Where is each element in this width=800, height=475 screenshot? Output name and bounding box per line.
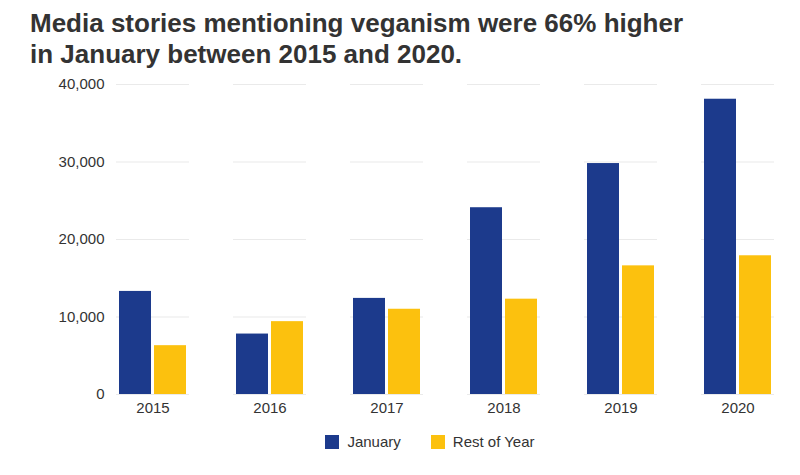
html-text:January: January — [347, 433, 401, 450]
svg-text:30,000: 30,000 — [59, 153, 105, 170]
svg-text:2018: 2018 — [487, 399, 520, 416]
svg-text:10,000: 10,000 — [59, 308, 105, 325]
svg-text:20,000: 20,000 — [59, 230, 105, 247]
svg-text:2015: 2015 — [136, 399, 169, 416]
svg-text:2016: 2016 — [253, 399, 286, 416]
svg-text:2017: 2017 — [370, 399, 403, 416]
svg-text:2020: 2020 — [721, 399, 754, 416]
svg-text:2019: 2019 — [604, 399, 637, 416]
html-text:Media stories mentioning vegan: Media stories mentioning veganism were 6… — [30, 8, 684, 69]
svg-text:0: 0 — [96, 385, 104, 402]
html-text:Rest of Year: Rest of Year — [452, 433, 535, 450]
svg-text:40,000: 40,000 — [59, 75, 105, 92]
